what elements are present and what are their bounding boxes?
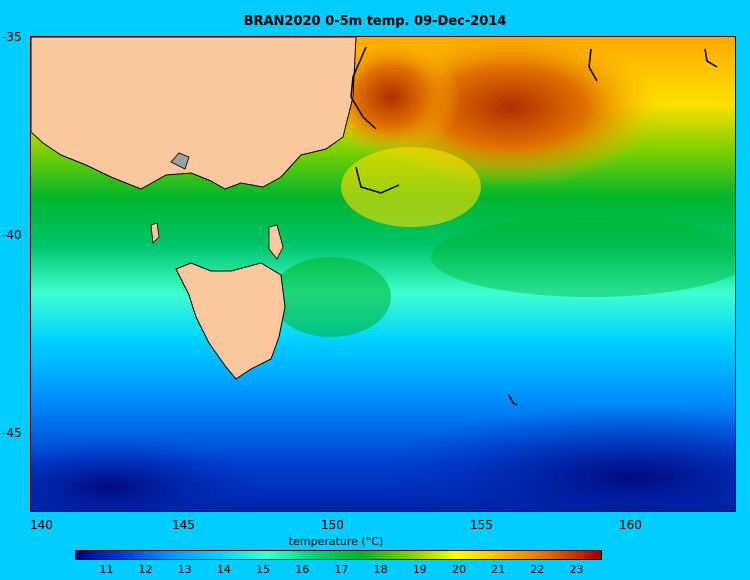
colorbar-tick-label: 20 [451,563,466,576]
green-band [431,217,735,297]
drifter-track-east [588,48,598,82]
drifter-track-far-east [704,48,718,68]
tasmania [175,262,286,380]
colorbar-tick-label: 19 [412,563,427,576]
lon-tick-label: 145 [172,518,195,532]
colorbar-tick-label: 23 [569,563,584,576]
colorbar-label: temperature (°C) [288,535,384,548]
lon-tick-label: 150 [321,518,344,532]
mainland-australia [31,37,357,190]
lat-tick-label: -45 [2,426,22,440]
warm-eddy-coast [321,37,461,157]
colorbar-tick-label: 13 [177,563,192,576]
warm-filament [341,147,481,227]
king-island [150,222,160,244]
colorbar-tick-label: 18 [373,563,388,576]
green-eddy [271,257,391,337]
flinders-island [268,224,284,260]
lon-tick-label: 155 [470,518,493,532]
colorbar-tick-label: 22 [530,563,545,576]
colorbar-tick-label: 21 [491,563,506,576]
colorbar-tick-label: 16 [295,563,310,576]
drifter-track-north [350,46,377,130]
lon-tick-label: 140 [30,518,53,532]
colorbar-tick-label: 12 [138,563,153,576]
colorbar-tick-label: 17 [334,563,349,576]
colorbar-tick-label: 14 [216,563,231,576]
cold-water-south [371,407,735,511]
colorbar-tick-label: 15 [256,563,271,576]
map-title: BRAN2020 0-5m temp. 09-Dec-2014 [243,14,507,29]
colorbar-tick-label: 11 [99,563,114,576]
drifter-track-south [508,394,518,406]
lon-tick-label: 160 [619,518,642,532]
drifter-track-eddy [355,166,400,194]
colorbar [75,550,602,560]
temperature-map [30,36,736,512]
temperature-field [31,37,735,511]
port-phillip-bay [170,152,190,170]
lat-tick-label: -40 [2,228,22,242]
cold-water-southwest [31,437,271,511]
lat-tick-label: -35 [2,30,22,44]
